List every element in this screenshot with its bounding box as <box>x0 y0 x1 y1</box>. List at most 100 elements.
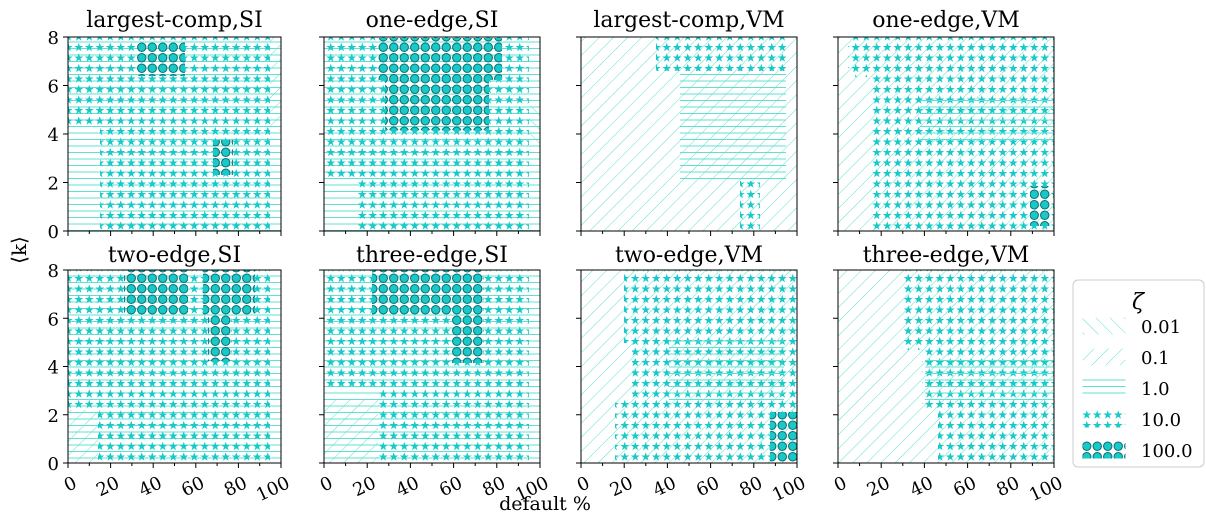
legend-entry: 0.1 <box>1081 347 1170 369</box>
x-axis: 0 20 40 60 80 100 <box>831 472 1066 506</box>
x-tick-label: 40 <box>393 472 423 501</box>
region-zeta-0.01 <box>529 106 540 146</box>
x-tick-label: 60 <box>950 472 980 501</box>
region-zeta-100 <box>385 80 489 130</box>
y-tick-label: 6 <box>48 309 59 330</box>
region-zeta-10 <box>624 270 797 343</box>
legend-label: 0.01 <box>1141 317 1181 338</box>
region-zeta-10 <box>615 398 797 463</box>
x-tick-label: 80 <box>736 472 766 501</box>
tick-marks <box>576 36 798 236</box>
region-zeta-10 <box>848 37 1054 77</box>
region-zeta-10 <box>904 270 1054 350</box>
panel-title: two-edge,SI <box>108 243 241 268</box>
tick-marks <box>833 36 1055 236</box>
panel-6: three-edge,SI 0 20 40 60 80 100 <box>317 243 552 506</box>
x-axis-label: default % <box>499 493 591 513</box>
panel-1: largest-comp,SI 0 2 4 6 8 <box>48 8 282 243</box>
y-tick-label: 8 <box>48 28 59 49</box>
region-zeta-10 <box>656 37 786 71</box>
panel-5: two-edge,SI 0 2 4 6 8 0 20 40 60 80 100 <box>48 243 294 506</box>
tick-marks <box>319 269 541 468</box>
y-axis: 0 2 4 6 8 <box>48 28 68 243</box>
x-tick-label: 0 <box>61 472 80 496</box>
x-tick-label: 80 <box>993 472 1023 501</box>
plot-area <box>323 269 541 464</box>
panel-title: one-edge,SI <box>366 8 499 33</box>
region-zeta-100 <box>124 270 188 315</box>
panel-title: largest-comp,VM <box>593 8 784 33</box>
plot-area <box>323 36 541 232</box>
plot-area <box>67 36 282 232</box>
legend-swatch <box>1081 378 1127 398</box>
x-tick-label: 60 <box>436 472 466 501</box>
panel-title: largest-comp,SI <box>86 8 263 33</box>
tick-marks <box>576 269 798 468</box>
x-tick-label: 100 <box>1026 472 1066 506</box>
region-zeta-10 <box>356 177 529 231</box>
region-zeta-1 <box>920 100 1054 140</box>
x-axis: 0 20 40 60 80 100 <box>61 472 293 506</box>
legend-label: 0.1 <box>1141 348 1170 369</box>
y-tick-label: 4 <box>48 358 59 379</box>
region-zeta-100 <box>372 270 484 315</box>
x-tick-label: 80 <box>221 472 251 501</box>
panel-8: three-edge,VM 0 20 40 60 80 100 <box>831 243 1066 506</box>
legend-swatch <box>1081 347 1127 367</box>
x-tick-label: 0 <box>831 472 850 496</box>
legend-swatch <box>1081 409 1127 429</box>
region-zeta-100 <box>137 42 185 76</box>
x-tick-label: 40 <box>907 472 937 501</box>
region-zeta-100 <box>208 315 232 361</box>
panel-title: three-edge,VM <box>863 243 1030 268</box>
x-tick-label: 20 <box>607 472 637 501</box>
region-zeta-10 <box>100 127 270 231</box>
legend-entry: 0.01 <box>1081 316 1181 338</box>
tick-marks <box>319 36 541 236</box>
region-zeta-10 <box>938 410 1054 463</box>
x-tick-label: 100 <box>769 472 809 506</box>
legend-label: 100.0 <box>1141 441 1193 462</box>
panel-title: two-edge,VM <box>615 243 763 268</box>
panel-3: largest-comp,VM <box>580 8 798 232</box>
region-zeta-100 <box>203 270 255 315</box>
x-tick-label: 0 <box>317 472 336 496</box>
x-tick-label: 20 <box>93 472 123 501</box>
y-tick-label: 2 <box>48 174 59 195</box>
plot-area <box>580 36 798 232</box>
region-zeta-10 <box>740 181 760 231</box>
plot-area <box>837 269 1055 464</box>
x-tick-label: 20 <box>350 472 380 501</box>
legend-swatch <box>1081 316 1127 336</box>
legend-entry: 1.0 <box>1081 378 1170 400</box>
region-zeta-10 <box>98 410 270 463</box>
plot-area <box>580 269 798 464</box>
panel-4: one-edge,VM <box>837 8 1055 232</box>
x-tick-label: 100 <box>253 472 293 506</box>
region-zeta-1 <box>925 360 1054 405</box>
legend: ζ 0.01 0.1 1.0 10.0 100.0 <box>1072 279 1205 468</box>
legend-entry: 10.0 <box>1081 409 1181 431</box>
y-tick-label: 0 <box>48 454 59 475</box>
region-zeta-100 <box>452 315 484 363</box>
legend-label: 10.0 <box>1141 410 1181 431</box>
x-tick-label: 60 <box>178 472 208 501</box>
region-zeta-1 <box>669 340 784 400</box>
panel-title: one-edge,VM <box>872 8 1019 33</box>
tick-marks <box>67 231 282 236</box>
x-axis: 0 20 40 60 80 100 <box>574 472 809 506</box>
plot-area <box>67 269 282 464</box>
x-tick-label: 60 <box>693 472 723 501</box>
y-tick-label: 0 <box>48 222 59 243</box>
region-zeta-0.1 <box>324 400 378 463</box>
x-tick-label: 40 <box>136 472 166 501</box>
panel-2: one-edge,SI <box>323 8 541 232</box>
region-zeta-0.1 <box>270 37 281 131</box>
x-tick-label: 40 <box>650 472 680 501</box>
legend-swatch <box>1081 440 1127 460</box>
x-tick-label: 20 <box>864 472 894 501</box>
panel-title: three-edge,SI <box>356 243 508 268</box>
y-axis: 0 2 4 6 8 <box>48 261 68 475</box>
legend-label: 1.0 <box>1141 379 1170 400</box>
y-tick-label: 4 <box>48 125 59 146</box>
